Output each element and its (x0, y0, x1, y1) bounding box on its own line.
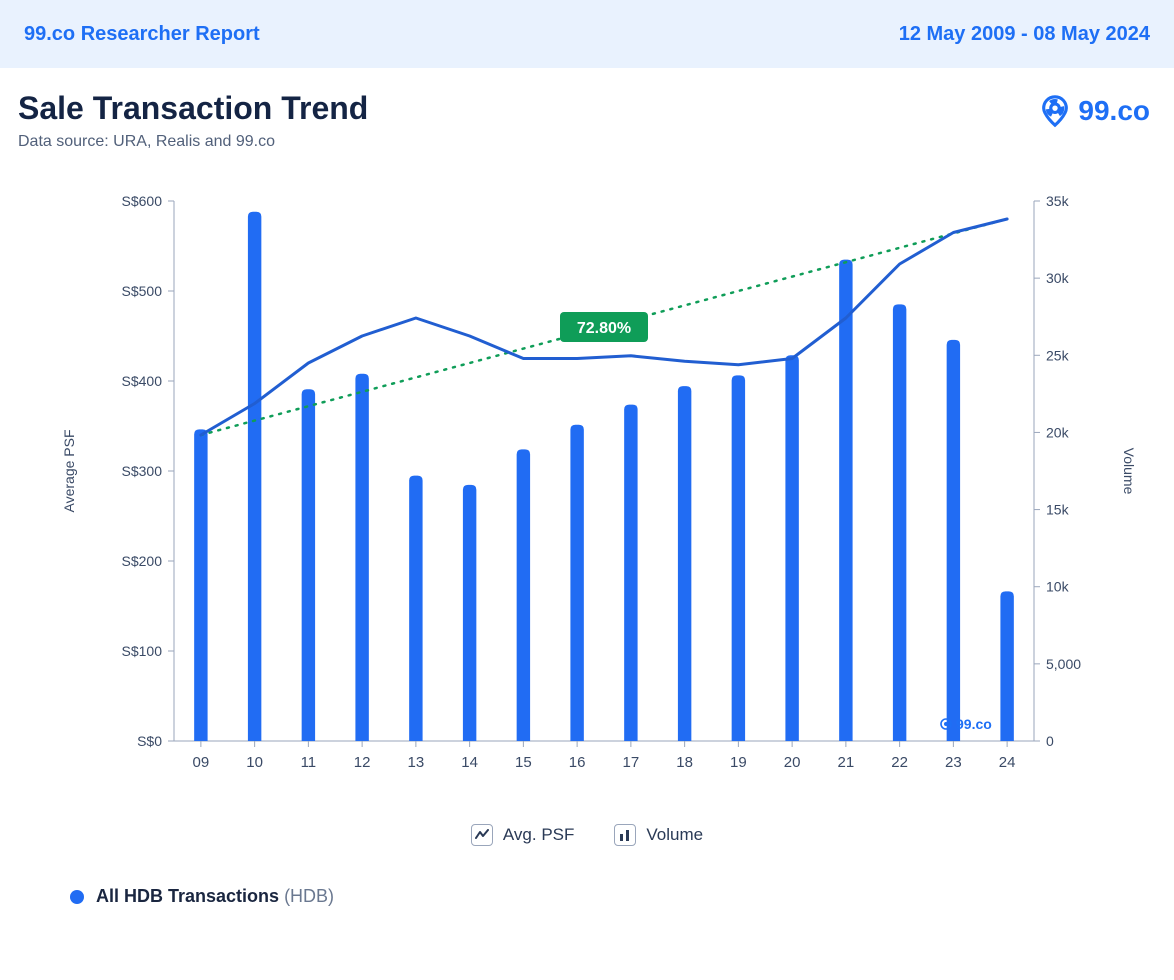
svg-text:S$100: S$100 (122, 643, 163, 659)
svg-text:12: 12 (354, 754, 371, 771)
volume-bar (463, 485, 476, 741)
sale-transaction-chart: S$0 S$100 S$200 S$300 S$400 S$500 S$600 0 5,000 1… (24, 191, 1150, 791)
volume-bar (302, 389, 315, 741)
bar-chart-icon (614, 824, 636, 846)
svg-text:0: 0 (1046, 733, 1054, 749)
svg-text:15k: 15k (1046, 502, 1070, 518)
svg-text:10k: 10k (1046, 579, 1070, 595)
line-chart-icon (471, 824, 493, 846)
volume-bar (947, 340, 960, 741)
svg-text:21: 21 (838, 754, 855, 771)
trend-label-text: 72.80% (577, 320, 631, 337)
page-title: Sale Transaction Trend (18, 90, 368, 127)
brand-text: 99.co (1078, 95, 1150, 127)
svg-text:22: 22 (891, 754, 908, 771)
svg-text:14: 14 (461, 754, 478, 771)
chart-watermark: 99.co (956, 716, 992, 732)
header-row: Sale Transaction Trend Data source: URA,… (0, 68, 1174, 151)
svg-text:S$500: S$500 (122, 283, 163, 299)
svg-text:S$300: S$300 (122, 463, 163, 479)
svg-text:19: 19 (730, 754, 747, 771)
chart-legend: Avg. PSF Volume (0, 796, 1174, 846)
legend-label-volume: Volume (646, 825, 703, 845)
series-legend: All HDB Transactions (HDB) (0, 846, 1174, 907)
svg-text:20k: 20k (1046, 424, 1070, 440)
y-right-axis-label: Volume (1121, 448, 1137, 495)
volume-bar (517, 449, 530, 741)
title-block: Sale Transaction Trend Data source: URA,… (18, 90, 368, 151)
svg-text:18: 18 (676, 754, 693, 771)
svg-text:25k: 25k (1046, 347, 1070, 363)
brand-logo: 99.co (1038, 90, 1150, 128)
volume-bar (785, 355, 798, 741)
svg-text:S$600: S$600 (122, 193, 163, 209)
volume-bar (570, 425, 583, 741)
svg-text:15: 15 (515, 754, 532, 771)
series-dot-icon (70, 890, 84, 904)
report-banner: 99.co Researcher Report 12 May 2009 - 08… (0, 0, 1174, 68)
svg-text:5,000: 5,000 (1046, 656, 1081, 672)
svg-text:09: 09 (193, 754, 210, 771)
volume-bar (678, 386, 691, 741)
volume-bar (624, 405, 637, 741)
legend-label-avg-psf: Avg. PSF (503, 825, 575, 845)
svg-text:20: 20 (784, 754, 801, 771)
legend-item-avg-psf: Avg. PSF (471, 824, 575, 846)
svg-text:13: 13 (408, 754, 425, 771)
svg-text:35k: 35k (1046, 193, 1070, 209)
svg-text:10: 10 (246, 754, 263, 771)
legend-item-volume: Volume (614, 824, 703, 846)
svg-text:24: 24 (999, 754, 1016, 771)
chart-container: S$0 S$100 S$200 S$300 S$400 S$500 S$600 0 5,000 1… (0, 151, 1174, 796)
svg-text:S$400: S$400 (122, 373, 163, 389)
svg-text:S$200: S$200 (122, 553, 163, 569)
volume-bar (248, 212, 261, 741)
svg-text:17: 17 (623, 754, 640, 771)
banner-left-text: 99.co Researcher Report (24, 23, 260, 46)
volume-bar (409, 476, 422, 741)
svg-text:16: 16 (569, 754, 586, 771)
banner-date-range: 12 May 2009 - 08 May 2024 (899, 23, 1150, 46)
svg-text:30k: 30k (1046, 270, 1070, 286)
svg-text:11: 11 (301, 754, 317, 771)
volume-bar (194, 429, 207, 741)
volume-bar (355, 374, 368, 741)
svg-text:23: 23 (945, 754, 962, 771)
series-name-bold: All HDB Transactions (96, 886, 279, 906)
svg-text:S$0: S$0 (137, 733, 162, 749)
data-source-subtitle: Data source: URA, Realis and 99.co (18, 133, 368, 151)
volume-bar (732, 375, 745, 741)
volume-bar (893, 304, 906, 741)
series-name-paren: (HDB) (284, 886, 334, 906)
volume-bar (1000, 591, 1013, 741)
y-left-axis-label: Average PSF (61, 429, 77, 512)
location-pin-icon (1038, 94, 1072, 128)
volume-bar (839, 260, 852, 741)
